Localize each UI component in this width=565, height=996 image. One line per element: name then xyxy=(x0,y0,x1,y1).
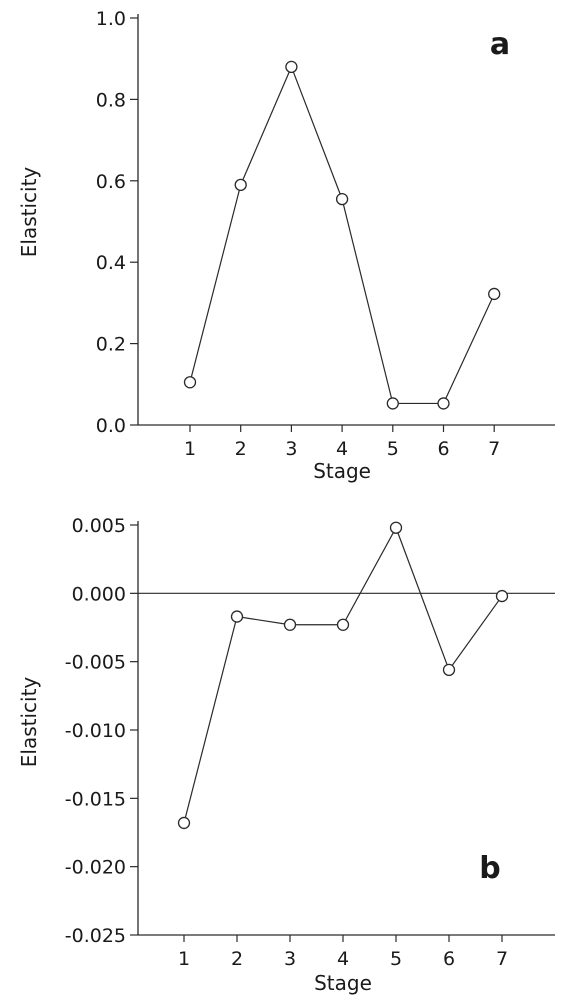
series-line xyxy=(189,65,495,405)
x-tick-label: 6 xyxy=(437,438,449,460)
x-tick-label: 1 xyxy=(178,948,190,970)
x-tick-label: 2 xyxy=(235,438,247,460)
y-tick-label: -0.020 xyxy=(65,857,126,879)
y-tick-label: 0.6 xyxy=(96,171,126,193)
series-line xyxy=(183,526,503,824)
x-tick-label: 2 xyxy=(231,948,243,970)
panel-b: -0.025 -0.020 -0.015 -0.010 -0.005 0.000 0.005… xyxy=(17,515,555,995)
data-point-stage-5 xyxy=(386,397,399,410)
data-point-stage-6 xyxy=(437,397,450,410)
data-point-stage-6 xyxy=(442,663,456,677)
data-point-stage-1 xyxy=(177,816,191,830)
x-axis-label: Stage xyxy=(314,971,372,995)
x-tick-label: 3 xyxy=(284,948,296,970)
data-point-stage-4 xyxy=(336,618,350,631)
data-point-stage-1 xyxy=(183,376,197,389)
data-point-stage-2 xyxy=(230,610,244,623)
y-tick-label: 1.0 xyxy=(96,8,126,30)
y-tick-label: 0.4 xyxy=(96,252,126,274)
data-point-stage-5 xyxy=(389,521,403,534)
x-tick-label: 7 xyxy=(488,438,500,460)
y-tick-label: -0.015 xyxy=(65,788,126,810)
panel-letter: b xyxy=(479,851,500,886)
y-tick-label: -0.025 xyxy=(65,925,126,947)
x-tick-label: 6 xyxy=(443,948,455,970)
x-tick-label: 4 xyxy=(337,948,349,970)
data-point-stage-3 xyxy=(283,618,297,631)
y-axis-label: Elasticity xyxy=(17,167,41,258)
x-tick-label: 5 xyxy=(390,948,402,970)
data-point-stage-7 xyxy=(488,287,501,301)
data-point-stage-4 xyxy=(335,192,349,206)
x-tick-label: 5 xyxy=(387,438,399,460)
data-point-stage-2 xyxy=(234,178,247,192)
y-axis-label: Elasticity xyxy=(17,677,41,768)
y-tick-label: 0.005 xyxy=(72,515,126,537)
x-axis-label: Stage xyxy=(313,459,371,483)
panel-letter: a xyxy=(490,27,510,62)
x-tick-label: 7 xyxy=(496,948,508,970)
data-point-stage-7 xyxy=(495,589,509,603)
y-tick-label: 0.000 xyxy=(72,583,126,605)
y-tick-label: 0.0 xyxy=(96,415,126,437)
data-point-stage-3 xyxy=(285,60,298,73)
panel-a: 0.0 0.2 0.4 0.6 0.8 1.0 1 2 3 4 5 6 7 Stage Elasticity… xyxy=(17,8,555,483)
x-tick-label: 1 xyxy=(184,438,196,460)
y-tick-label: 0.2 xyxy=(96,334,126,356)
y-tick-label: 0.8 xyxy=(96,89,126,111)
x-tick-label: 3 xyxy=(285,438,297,460)
y-tick-label: -0.010 xyxy=(65,720,126,742)
y-tick-label: -0.005 xyxy=(65,652,126,674)
x-tick-label: 4 xyxy=(336,438,348,460)
